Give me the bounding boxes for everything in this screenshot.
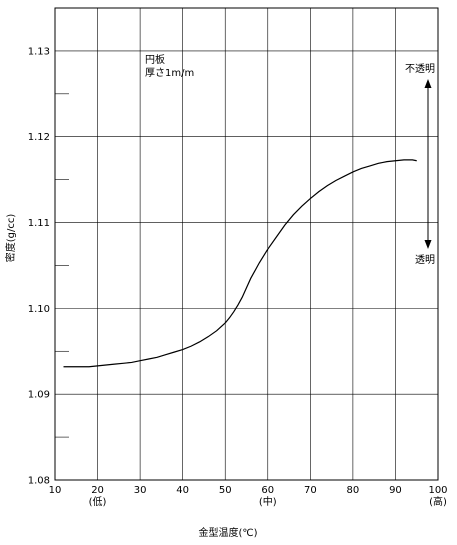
x-tick-label: 20 bbox=[91, 485, 104, 496]
y-tick-label: 1.08 bbox=[28, 476, 50, 487]
x-tick-label: 30 bbox=[134, 485, 147, 496]
x-tick-label: 70 bbox=[304, 485, 317, 496]
x-axis-title: 金型温度(℃) bbox=[198, 526, 257, 539]
y-tick-label: 1.13 bbox=[28, 46, 50, 57]
x-tick-sublabel: (高) bbox=[429, 495, 447, 508]
x-tick-labels: 10 20(低) 30 40 50 60(中) 70 80 90 100(高) bbox=[49, 485, 448, 508]
x-tick-label: 10 bbox=[49, 485, 62, 496]
y-tick-label: 1.12 bbox=[28, 132, 50, 143]
specimen-label-line2: 厚さ1m/m bbox=[145, 67, 194, 79]
x-tick-label: 40 bbox=[176, 485, 189, 496]
density-curve bbox=[63, 159, 417, 368]
x-tick-label: 80 bbox=[347, 485, 360, 496]
opacity-arrow-up-head bbox=[424, 79, 432, 88]
y-axis-title: 密度(g/cc) bbox=[4, 214, 17, 263]
plot-frame bbox=[54, 7, 439, 481]
opacity-arrow-down-head bbox=[424, 240, 432, 249]
x-tick-label: 100 bbox=[428, 485, 447, 496]
x-tick-label: 50 bbox=[219, 485, 232, 496]
x-tick-label: 90 bbox=[389, 485, 402, 496]
x-tick-sublabel: (低) bbox=[89, 495, 107, 508]
y-tick-labels: 1.08 1.09 1.10 1.11 1.12 1.13 bbox=[28, 46, 50, 486]
specimen-label-line1: 円板 bbox=[145, 53, 165, 66]
y-tick-label: 1.09 bbox=[28, 390, 50, 401]
opaque-label: 不透明 bbox=[405, 63, 435, 75]
grid bbox=[54, 8, 439, 481]
y-tick-label: 1.10 bbox=[28, 304, 50, 315]
x-tick-label: 60 bbox=[261, 485, 274, 496]
y-minor-ticks bbox=[55, 93, 69, 438]
transparent-label: 透明 bbox=[415, 254, 435, 266]
y-tick-label: 1.11 bbox=[28, 218, 50, 229]
x-tick-sublabel: (中) bbox=[259, 495, 277, 508]
